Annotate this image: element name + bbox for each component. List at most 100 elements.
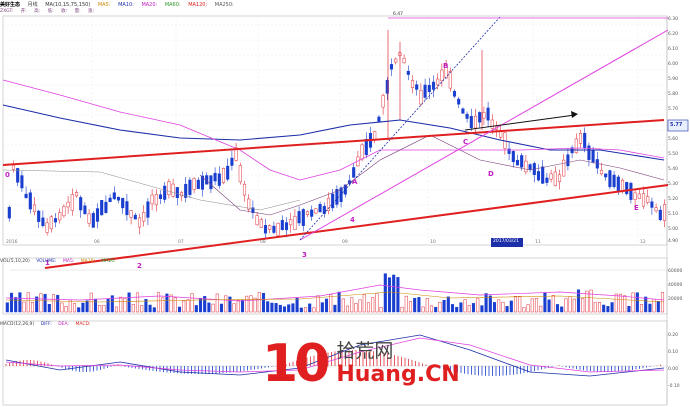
candle-body — [352, 167, 356, 178]
price-tick-1: 6.20 — [668, 32, 679, 37]
candle-body — [45, 222, 49, 233]
volume-bar — [102, 304, 106, 313]
volume-bar — [211, 303, 215, 313]
macd-bars — [3, 334, 667, 377]
period-label[interactable]: 月线 — [27, 2, 38, 8]
candle-body — [263, 225, 268, 234]
price-tick-10: 5.30 — [668, 182, 679, 187]
candle-body — [11, 164, 16, 170]
volume-bar — [93, 298, 98, 313]
volume-bar — [329, 294, 333, 313]
candle-body — [452, 90, 457, 97]
watermark-number: 10 — [262, 334, 330, 394]
candle-body — [58, 212, 62, 221]
volume-bar — [98, 304, 102, 313]
candle-body — [289, 219, 293, 226]
candle-body — [444, 64, 448, 79]
trendline-dotted — [299, 16, 501, 241]
candle-body — [604, 173, 608, 178]
candle-body — [406, 70, 410, 75]
vol-tick-0: 60000 — [668, 269, 683, 274]
volume-bar — [488, 295, 492, 313]
cursor-date-box — [491, 238, 523, 247]
candle-body — [150, 194, 154, 205]
sub-item-0: ZXGT: — [0, 9, 14, 14]
candle-body — [662, 204, 667, 221]
vol-hdr-4: MA20: — [101, 259, 116, 264]
volume-bar — [312, 307, 316, 313]
volume-bar — [77, 307, 81, 313]
volume-bar — [501, 301, 505, 313]
time-tick-3: 08 — [260, 240, 266, 245]
watermark-latin: Huang.CN — [336, 362, 460, 387]
volume-bar — [572, 298, 576, 313]
candle-body — [188, 179, 192, 195]
candle-body — [566, 154, 570, 167]
volume-bar — [190, 293, 194, 313]
candle-body — [389, 64, 394, 70]
volume-bar — [509, 300, 513, 313]
candle-body — [184, 183, 188, 198]
candle-body — [578, 133, 583, 144]
candle-body — [230, 157, 234, 166]
candle-body — [163, 185, 167, 200]
candle-body — [591, 150, 595, 163]
macd-header: MACD(12,26,9) DIFF: DEA: MACD: — [0, 321, 95, 329]
volume-bar — [392, 274, 396, 313]
volume-bar — [165, 293, 169, 313]
volume-bar — [413, 297, 417, 313]
volume-bar — [85, 300, 89, 313]
volume-bar — [22, 301, 26, 313]
candle-body — [234, 147, 238, 161]
volume-bar — [623, 295, 627, 313]
volume-bar — [68, 299, 72, 313]
volume-bar — [198, 298, 203, 313]
volume-bar — [245, 295, 249, 313]
candle-body — [448, 70, 452, 89]
vol-hdr-0: VOL(5,10,20) — [0, 259, 30, 264]
volume-bar — [602, 304, 606, 313]
candle-body — [259, 219, 263, 228]
volume-bar — [144, 299, 148, 313]
volume-bar — [438, 301, 442, 313]
candle-body — [583, 132, 587, 149]
volume-bars — [5, 273, 665, 313]
candle-body — [91, 213, 95, 228]
candle-body — [28, 192, 32, 210]
price-tick-4: 5.90 — [668, 77, 679, 82]
volume-bar — [593, 302, 597, 313]
candle-body — [599, 170, 604, 175]
candle-body — [587, 145, 591, 160]
price-tick-14: 4.90 — [668, 239, 679, 244]
candle-body — [305, 211, 310, 215]
volume-header: VOL(5,10,20) VOLUME: MA5: MA10: MA20: — [0, 258, 121, 266]
candle-body — [83, 205, 87, 215]
candle-body — [284, 222, 289, 231]
volume-bar — [106, 298, 110, 313]
sub-item-4: 收: — [61, 9, 68, 14]
candle-body — [32, 204, 37, 213]
macd-hdr-1: DIFF: — [40, 322, 52, 327]
candle-body — [637, 193, 641, 199]
price-tag-label: 5.77 — [670, 122, 683, 128]
candle-body — [171, 183, 175, 197]
candle-body — [95, 208, 100, 222]
candle-body — [515, 160, 520, 166]
volume-bar — [581, 298, 585, 313]
candle-body — [226, 165, 230, 180]
volume-bar — [303, 307, 308, 313]
volume-bar — [236, 299, 240, 313]
volume-bar — [81, 302, 85, 313]
candle-body — [318, 204, 322, 213]
candle-body — [507, 148, 511, 154]
sub-item-6: 涨: — [88, 9, 95, 14]
volume-bar — [161, 297, 165, 313]
candle-body — [196, 179, 200, 189]
candle-body — [461, 108, 465, 114]
candle-body — [520, 155, 524, 168]
volume-bar — [177, 306, 182, 313]
candles-group — [7, 30, 667, 239]
volume-bar — [618, 293, 623, 313]
drawn-lines — [2, 16, 669, 271]
